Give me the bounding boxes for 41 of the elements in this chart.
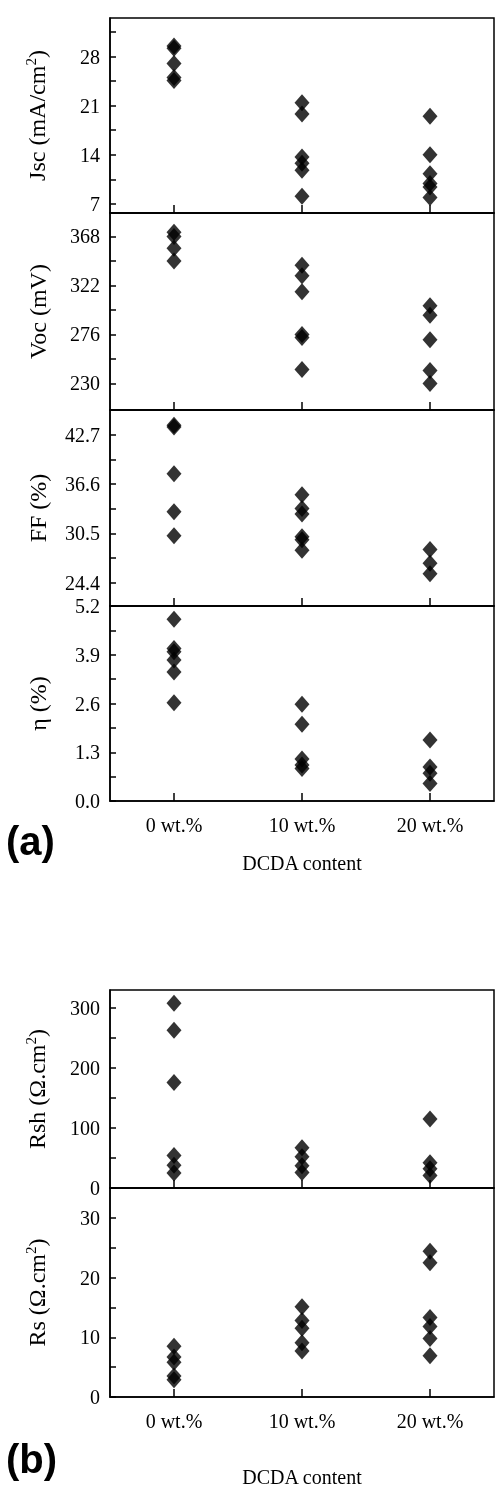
x-tick-label: 20 wt.% [396,1410,464,1432]
x-axis-title: DCDA content [242,1466,363,1488]
y-axis-title: Rs (Ω.cm2) [22,1238,50,1347]
y-tick-label: 30 [80,1206,100,1229]
y-axis-title: FF (%) [25,473,51,543]
x-tick-label: 0 wt.% [145,1410,203,1432]
y-tick-label: 230 [70,372,100,395]
y-tick-label: 0 [90,1177,100,1199]
y-tick-label: 24.4 [65,571,100,594]
y-tick-label: 21 [80,94,100,117]
y-tick-label: 1.3 [75,741,100,764]
text: (a) [6,819,55,863]
y-tick-label: 10 [80,1326,100,1349]
y-tick-label: 0.0 [75,790,100,812]
y-tick-label: 20 [80,1266,100,1289]
y-axis-title: Rsh (Ω.cm2) [22,1029,50,1149]
y-tick-label: 5.2 [75,595,100,617]
y-axis-title: Jsc (mA/cm2) [22,50,50,181]
y-axis-title: Voc (mV) [25,264,51,359]
x-axis-title: DCDA content [242,852,363,874]
y-tick-label: 0 [90,1386,100,1408]
y-tick-label: 7 [90,192,100,215]
y-tick-label: 322 [70,274,100,297]
y-tick-label: 42.7 [65,424,100,446]
x-tick-label: 10 wt.% [268,814,336,836]
text: (b) [6,1437,58,1481]
y-tick-label: 28 [80,45,100,68]
y-tick-label: 200 [70,1057,100,1079]
y-tick-label: 300 [70,997,100,1019]
x-tick-label: 20 wt.% [396,814,464,836]
y-tick-label: 14 [80,143,100,166]
y-tick-label: 2.6 [75,692,100,715]
y-tick-label: 36.6 [65,473,100,496]
y-tick-label: 100 [70,1117,100,1139]
x-tick-label: 0 wt.% [145,814,203,836]
y-tick-label: 276 [70,323,100,346]
y-tick-label: 30.5 [65,522,100,545]
x-tick-label: 10 wt.% [268,1410,336,1432]
y-tick-label: 368 [70,225,100,248]
y-tick-label: 3.9 [75,643,100,666]
y-axis-title: η (%) [25,676,51,731]
